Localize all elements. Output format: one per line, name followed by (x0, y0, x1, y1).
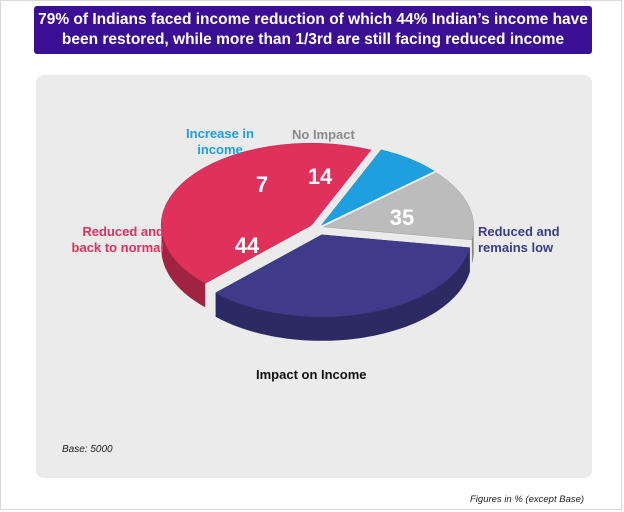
label-reduced-back-to-normal: Reduced and back to normal (60, 224, 164, 256)
pie-slice-side (215, 247, 470, 341)
pie-slice (321, 149, 435, 226)
label-increase-in-income: Increase in income (180, 126, 260, 158)
label-reduced-low-line1: Reduced and (478, 224, 560, 239)
pie-slice (160, 142, 372, 284)
value-label-reduced-normal: 44 (235, 233, 260, 258)
headline-line-2: been restored, while more than 1/3rd are… (61, 31, 565, 48)
pie-slice-side (161, 221, 206, 308)
value-label-no-impact: 14 (308, 164, 333, 189)
label-increase-line2: income (197, 142, 243, 157)
label-reduced-low-line2: remains low (478, 240, 554, 255)
headline-banner: 79% of Indians faced income reduction of… (34, 6, 592, 54)
base-note: Base: 5000 (62, 444, 113, 455)
label-reduced-remains-low: Reduced and remains low (478, 224, 560, 256)
value-label-reduced-low: 35 (390, 205, 414, 230)
label-no-impact: No Impact (292, 127, 355, 142)
chart-title: Impact on Income (256, 367, 367, 382)
headline-line-1: 79% of Indians faced income reduction of… (38, 11, 588, 28)
label-reduced-normal-line1: Reduced and (82, 224, 164, 239)
pie-slice (322, 172, 474, 241)
value-label-increase: 7 (256, 172, 268, 197)
label-reduced-normal-line2: back to normal (71, 240, 164, 255)
pie-slice (215, 234, 471, 318)
label-increase-line1: Increase in (186, 126, 254, 141)
figures-note: Figures in % (except Base) (470, 494, 585, 505)
pie-layer (160, 142, 474, 341)
